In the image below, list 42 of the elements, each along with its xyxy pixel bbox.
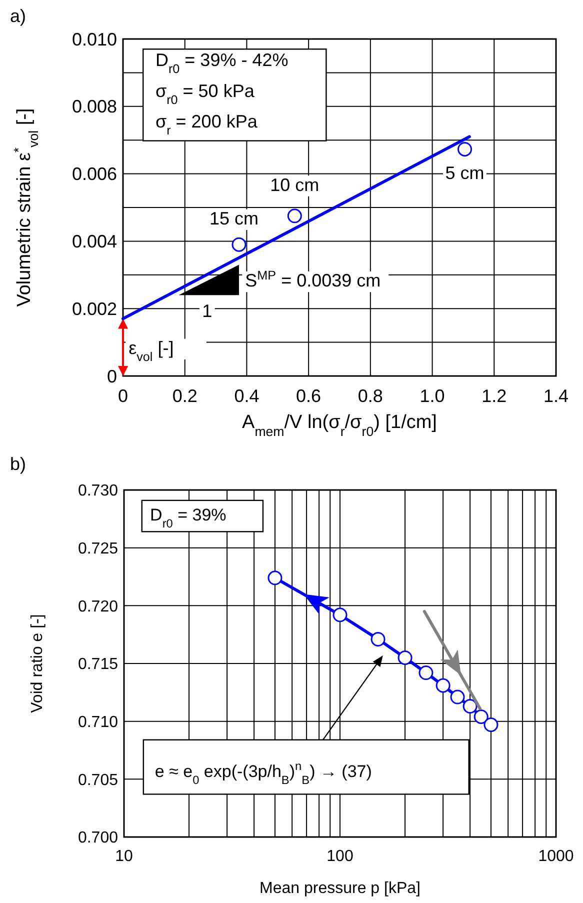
y-tick-label: 0.725 xyxy=(78,540,118,558)
annotation: ε$_{vol}$ [-] xyxy=(128,338,174,364)
point xyxy=(287,208,302,224)
x-tick-label: 0.2 xyxy=(172,386,198,406)
x-tick-label: 0.4 xyxy=(234,386,260,406)
annotation: e ≈ e$_{0}$ exp(-(3p/h$_{B}$)$^{n}$$_{B}$) → (37) xyxy=(154,758,372,787)
y-tick-label: 0 xyxy=(106,366,117,386)
y-tick-label: 0.006 xyxy=(72,164,117,184)
x-axis-title: A$_{mem}$/V ln(σ$_{r}$/σ$_{r0}$) [1/cm] xyxy=(242,412,437,438)
y-tick-label: 0.010 xyxy=(72,29,117,50)
annotation: σ$_{r}$ = 200 kPa xyxy=(155,111,258,138)
x-tick-label: 1.2 xyxy=(482,386,507,406)
x-tick-label: 0.6 xyxy=(296,386,322,406)
chart-title: b) xyxy=(10,454,26,474)
annotation: 15 cm xyxy=(209,208,258,229)
x-tick-label: 10 xyxy=(115,848,133,865)
y-tick-label: 0.715 xyxy=(78,656,118,674)
x-tick-label: 1.0 xyxy=(420,386,445,406)
y-tick-label: 0.002 xyxy=(72,298,117,319)
annotation: S$^{MP}$ = 0.0039 cm xyxy=(245,268,381,291)
annotation: σ$_{r0}$ = 50 kPa xyxy=(155,80,256,107)
chart-title: a) xyxy=(10,6,26,26)
y-tick-label: 0.720 xyxy=(78,598,118,616)
annotation: 10 cm xyxy=(270,174,320,195)
y-tick-label: 0.705 xyxy=(78,772,118,789)
annotation: 1 xyxy=(202,301,212,322)
y-tick-label: 0.710 xyxy=(78,714,118,731)
y-tick-label: 0.004 xyxy=(72,232,117,252)
annotation: 5 cm xyxy=(445,163,484,184)
y-tick-label: 0.730 xyxy=(78,482,118,500)
x-axis-title: Mean pressure p [kPa] xyxy=(260,880,420,897)
point xyxy=(232,237,246,252)
point xyxy=(458,142,472,156)
y-tick-label: 0.008 xyxy=(72,96,117,117)
y-tick-label: 0.700 xyxy=(78,830,118,847)
annotation: D$_{r0}$ = 39% xyxy=(150,506,226,531)
x-tick-label: 1.4 xyxy=(543,386,569,406)
y-axis-title: Void ratio e [-] xyxy=(29,614,46,713)
x-tick-label: 1000 xyxy=(538,848,574,865)
x-tick-label: 0.8 xyxy=(358,386,383,406)
annotation: D$_{r0}$ = 39% - 42% xyxy=(155,50,288,76)
x-tick-label: 100 xyxy=(326,848,354,865)
